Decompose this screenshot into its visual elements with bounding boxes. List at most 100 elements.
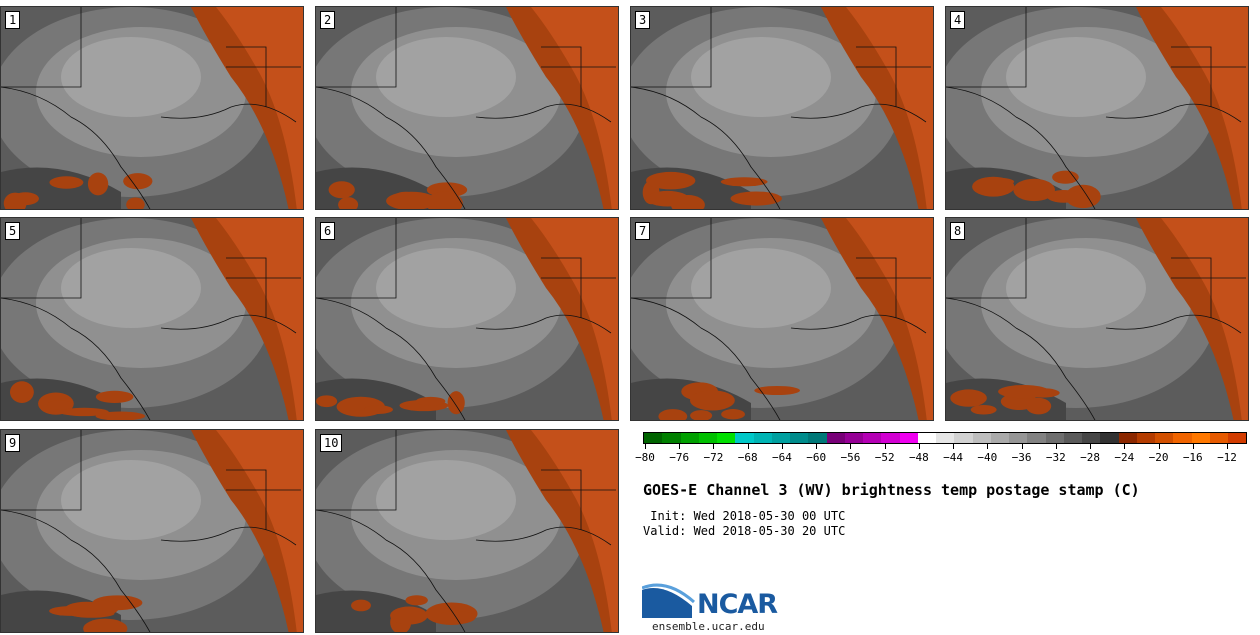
legend-tick-label: −32 (1045, 451, 1066, 464)
legend-swatch (698, 433, 717, 443)
legend-swatch (790, 433, 809, 443)
legend-tick (1021, 444, 1023, 449)
init-time: Init: Wed 2018-05-30 00 UTC (643, 509, 846, 523)
legend-swatch (1027, 433, 1046, 443)
forecast-panel-2: 2 (315, 6, 619, 210)
legend-swatch (899, 433, 918, 443)
wv-imagery (316, 7, 618, 209)
legend-swatch (717, 433, 736, 443)
legend-swatch (954, 433, 973, 443)
legend-swatch (1118, 433, 1137, 443)
wv-imagery (1, 218, 303, 420)
legend-tick (884, 444, 886, 449)
panel-number: 2 (320, 11, 336, 29)
legend-tick (781, 444, 783, 449)
legend-swatch (826, 433, 845, 443)
legend-tick (1158, 444, 1160, 449)
panel-number: 1 (5, 11, 21, 29)
legend-swatch (735, 433, 754, 443)
legend-tick-label: −64 (772, 451, 792, 464)
legend-swatch (936, 433, 955, 443)
wv-imagery (316, 218, 618, 420)
panel-number: 5 (5, 222, 21, 240)
legend-tick-label: −68 (737, 451, 758, 464)
wv-imagery (631, 7, 933, 209)
legend-swatch (808, 433, 827, 443)
legend-swatch (1136, 433, 1155, 443)
legend-tick (987, 444, 989, 449)
legend-tick-label: −24 (1114, 451, 1135, 464)
legend-swatch (1082, 433, 1101, 443)
legend-tick-label: −52 (874, 451, 895, 464)
legend-tick (918, 444, 920, 449)
wv-imagery (1, 430, 303, 632)
legend-swatch (863, 433, 882, 443)
panel-number: 7 (635, 222, 651, 240)
legend-tick-label: −60 (806, 451, 827, 464)
legend-tick (1090, 444, 1092, 449)
legend-swatch (680, 433, 699, 443)
legend-tick-label: −76 (669, 451, 690, 464)
legend-tick (1055, 444, 1057, 449)
legend-swatch (662, 433, 681, 443)
forecast-panel-9: 9 (0, 429, 304, 633)
page-title: GOES-E Channel 3 (WV) brightness temp po… (643, 481, 1140, 499)
legend-swatch (972, 433, 991, 443)
wv-imagery (946, 218, 1248, 420)
panel-number: 9 (5, 434, 21, 452)
legend-swatch (1191, 433, 1210, 443)
legend-tick-label: −12 (1217, 451, 1237, 464)
legend-tick (645, 444, 646, 449)
logo-url[interactable]: ensemble.ucar.edu (652, 620, 765, 633)
valid-time: Valid: Wed 2018-05-30 20 UTC (643, 524, 846, 538)
legend-tick (850, 444, 852, 449)
wv-imagery (631, 218, 933, 420)
legend-tick-label: −72 (703, 451, 724, 464)
legend-tick-label: −16 (1182, 451, 1203, 464)
ncar-logo[interactable]: NCAR ensemble.ucar.edu (642, 578, 792, 633)
legend-tick-label: −20 (1148, 451, 1169, 464)
legend-tick-label: −44 (943, 451, 964, 464)
panel-number: 6 (320, 222, 336, 240)
forecast-panel-7: 7 (630, 217, 934, 421)
legend-tick (747, 444, 749, 449)
color-legend: −80 −76 −72 −68 −64 −60 −56 −52 −48 −44 −40 −36 −32 −… (635, 432, 1247, 468)
legend-tick-label: −80 (635, 451, 655, 464)
legend-swatch (1209, 433, 1228, 443)
legend-tick (679, 444, 681, 449)
panel-number: 8 (950, 222, 966, 240)
legend-swatch (844, 433, 863, 443)
panel-number: 3 (635, 11, 651, 29)
wv-imagery (1, 7, 303, 209)
legend-tick-label: −28 (1080, 451, 1100, 464)
legend-tick-label: −40 (977, 451, 998, 464)
forecast-panel-5: 5 (0, 217, 304, 421)
legend-tick (816, 444, 818, 449)
legend-swatch (917, 433, 936, 443)
legend-swatch (753, 433, 772, 443)
legend-colorbar (643, 432, 1247, 444)
legend-swatch (990, 433, 1009, 443)
legend-swatch (644, 433, 663, 443)
panel-number: 10 (320, 434, 343, 452)
legend-swatch (1009, 433, 1028, 443)
legend-swatch (1228, 433, 1247, 443)
forecast-panel-1: 1 (0, 6, 304, 210)
wv-imagery (316, 430, 618, 632)
forecast-panel-4: 4 (945, 6, 1249, 210)
legend-tick (953, 444, 955, 449)
legend-tick-label: −56 (840, 451, 861, 464)
forecast-panel-6: 6 (315, 217, 619, 421)
forecast-panel-10: 10 (315, 429, 619, 633)
legend-swatch (1063, 433, 1082, 443)
legend-swatch (771, 433, 790, 443)
logo-wordmark: NCAR (697, 589, 778, 620)
legend-tick (713, 444, 715, 449)
legend-swatch (881, 433, 900, 443)
panel-number: 4 (950, 11, 966, 29)
legend-swatch (1100, 433, 1119, 443)
wv-imagery (946, 7, 1248, 209)
legend-tick (1192, 444, 1194, 449)
legend-tick-label: −48 (908, 451, 929, 464)
legend-tick-label: −36 (1011, 451, 1032, 464)
